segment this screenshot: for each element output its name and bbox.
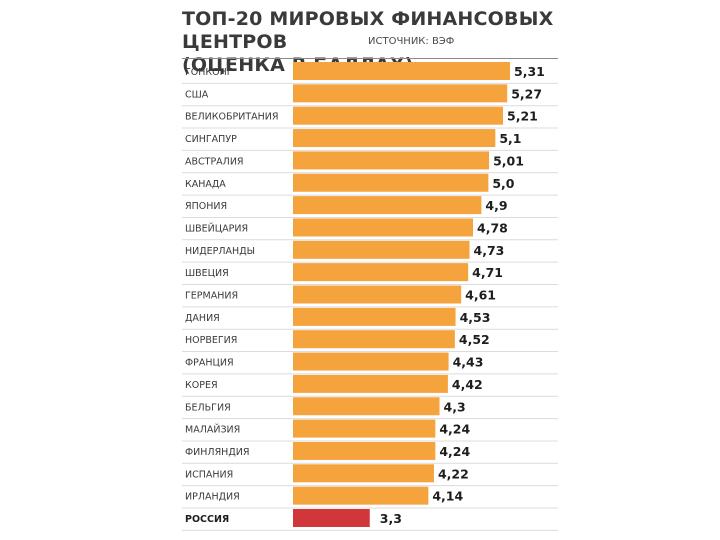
category-label: АВСТРАЛИЯ xyxy=(185,156,244,167)
category-label: США xyxy=(185,89,209,100)
category-label: ФИНЛЯНДИЯ xyxy=(185,447,249,458)
value-label: 4,14 xyxy=(432,489,463,504)
bar xyxy=(293,374,448,393)
category-label: ШВЕЦИЯ xyxy=(185,268,229,279)
value-label: 5,0 xyxy=(492,176,514,191)
value-label: 4,24 xyxy=(439,422,470,437)
bar xyxy=(293,464,434,483)
bar xyxy=(293,263,469,282)
category-label: НИДЕРЛАНДЫ xyxy=(185,246,255,257)
bar-highlight xyxy=(293,509,370,527)
value-label: 4,3 xyxy=(444,399,466,414)
value-label: 4,22 xyxy=(438,466,469,481)
bar xyxy=(293,486,429,505)
value-label: 4,61 xyxy=(465,288,496,303)
bar xyxy=(293,196,482,215)
value-label: 5,21 xyxy=(507,109,538,124)
category-label: ЯПОНИЯ xyxy=(185,201,227,212)
value-label: 4,78 xyxy=(477,220,508,235)
bar xyxy=(293,330,455,349)
bar xyxy=(293,84,508,103)
value-label: 4,24 xyxy=(439,444,470,459)
chart-title: ТОП-20 МИРОВЫХ ФИНАНСОВЫХ ЦЕНТРОВ (ОЦЕНК… xyxy=(182,8,562,77)
category-label: МАЛАЙЗИЯ xyxy=(185,424,240,436)
category-label: ГОНКОНГ xyxy=(185,67,233,78)
category-label: ГЕРМАНИЯ xyxy=(185,291,238,302)
chart-title-line1: ТОП-20 МИРОВЫХ ФИНАНСОВЫХ ЦЕНТРОВ xyxy=(182,8,554,53)
category-label: ВЕЛИКОБРИТАНИЯ xyxy=(185,112,279,123)
bar xyxy=(293,151,490,170)
value-label: 4,52 xyxy=(459,332,490,347)
value-label: 5,31 xyxy=(514,64,545,79)
value-label: 4,9 xyxy=(485,198,507,213)
bar xyxy=(293,106,504,125)
value-label: 4,43 xyxy=(453,355,484,370)
category-label: СИНГАПУР xyxy=(185,134,237,145)
value-label: 3,3 xyxy=(380,511,402,526)
bar xyxy=(293,419,436,438)
bar xyxy=(293,240,470,259)
category-label: БЕЛЬГИЯ xyxy=(185,402,231,413)
bar xyxy=(293,218,474,237)
bar xyxy=(293,397,440,416)
bar xyxy=(293,441,436,460)
category-label: РОССИЯ xyxy=(185,514,229,525)
category-label: ФРАНЦИЯ xyxy=(185,358,234,369)
category-label: КАНАДА xyxy=(185,179,226,190)
value-label: 4,42 xyxy=(452,377,483,392)
bar xyxy=(293,173,489,192)
value-label: 4,71 xyxy=(472,265,503,280)
value-label: 4,53 xyxy=(460,310,491,325)
bar xyxy=(293,129,496,148)
title-divider xyxy=(182,58,558,59)
value-label: 4,73 xyxy=(474,243,505,258)
category-label: ИСПАНИЯ xyxy=(185,469,233,480)
category-label: ДАНИЯ xyxy=(185,313,220,324)
chart-source: ИСТОЧНИК: ВЭФ xyxy=(368,36,455,47)
value-label: 5,27 xyxy=(511,86,542,101)
bar xyxy=(293,285,462,304)
category-label: ИРЛАНДИЯ xyxy=(185,492,240,503)
bar xyxy=(293,307,456,326)
value-label: 5,1 xyxy=(499,131,521,146)
category-label: НОРВЕГИЯ xyxy=(185,335,237,346)
bar xyxy=(293,62,510,80)
category-label: КОРЕЯ xyxy=(185,380,218,391)
bar xyxy=(293,352,449,371)
value-label: 5,01 xyxy=(493,153,524,168)
category-label: ШВЕЙЦАРИЯ xyxy=(185,222,248,234)
